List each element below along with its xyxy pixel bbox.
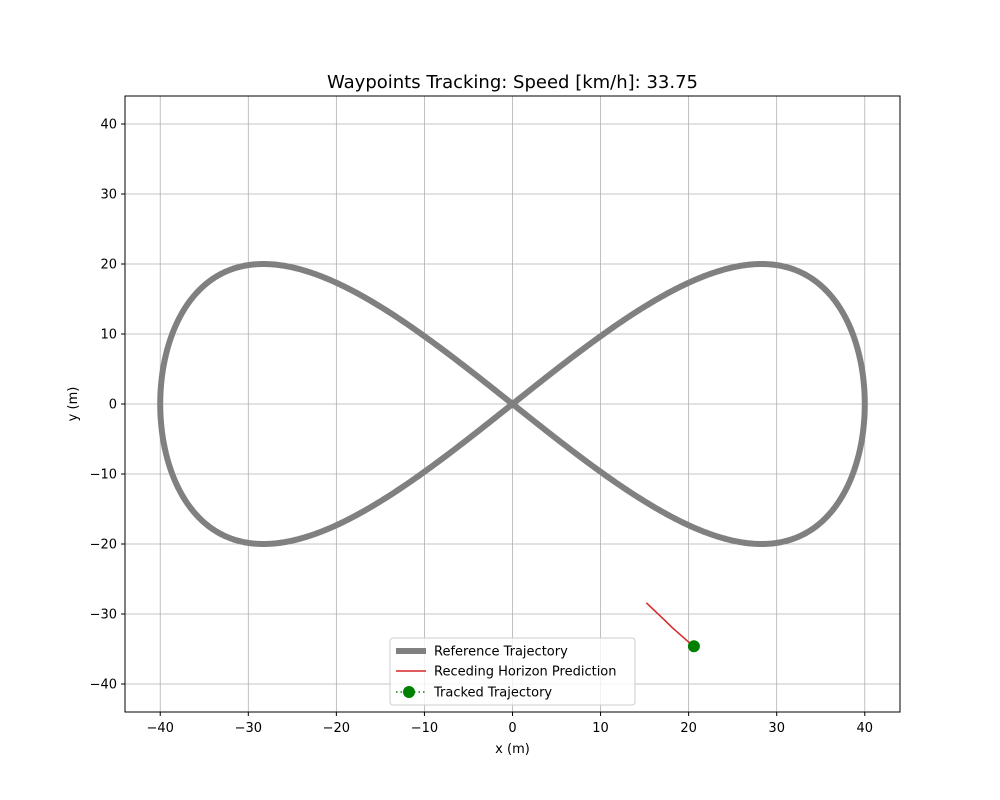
tracked-trajectory-point bbox=[687, 640, 700, 653]
x-tick-label: 30 bbox=[768, 721, 785, 736]
legend: Reference Trajectory Receding Horizon Pr… bbox=[389, 637, 636, 706]
x-tick-label: −30 bbox=[235, 721, 262, 736]
legend-label-tracked: Tracked Trajectory bbox=[433, 686, 552, 701]
series-receding-horizon-prediction bbox=[645, 602, 695, 647]
x-tick-label: −10 bbox=[411, 721, 438, 736]
plot-area bbox=[157, 261, 868, 653]
y-axis-label: y (m) bbox=[66, 387, 81, 422]
axis-ticks: −40 −30 −20 −10 0 10 20 30 40 −40 −30 −20 −10 0 10 20 30… bbox=[90, 118, 873, 737]
legend-label-prediction: Receding Horizon Prediction bbox=[434, 665, 617, 680]
x-tick-label: 10 bbox=[592, 721, 609, 736]
x-tick-label: 0 bbox=[508, 721, 516, 736]
y-tick-label: −20 bbox=[90, 538, 117, 553]
series-reference-trajectory bbox=[157, 261, 868, 547]
y-tick-label: −30 bbox=[90, 608, 117, 623]
chart-title: Waypoints Tracking: Speed [km/h]: 33.75 bbox=[327, 72, 698, 93]
x-tick-label: −20 bbox=[323, 721, 350, 736]
y-tick-label: 40 bbox=[100, 118, 117, 133]
y-tick-label: 20 bbox=[100, 258, 117, 273]
y-tick-label: 30 bbox=[100, 188, 117, 203]
legend-label-reference: Reference Trajectory bbox=[434, 645, 568, 660]
y-tick-label: 10 bbox=[100, 328, 117, 343]
x-tick-label: −40 bbox=[147, 721, 174, 736]
x-axis-label: x (m) bbox=[495, 742, 530, 757]
y-tick-label: −40 bbox=[90, 678, 117, 693]
x-tick-label: 20 bbox=[680, 721, 697, 736]
legend-swatch-tracked-marker bbox=[403, 686, 415, 698]
x-tick-label: 40 bbox=[856, 721, 873, 736]
y-tick-label: −10 bbox=[90, 468, 117, 483]
legend-box bbox=[389, 637, 636, 706]
y-tick-label: 0 bbox=[109, 398, 117, 413]
